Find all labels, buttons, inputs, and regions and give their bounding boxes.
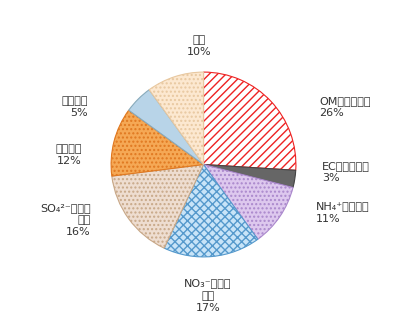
Text: OM（有机物）
26%: OM（有机物） 26% — [319, 96, 370, 118]
Wedge shape — [204, 72, 296, 170]
Text: 其他
10%: 其他 10% — [186, 35, 211, 58]
Wedge shape — [129, 90, 204, 164]
Text: EC（元素碗）
3%: EC（元素碗） 3% — [322, 161, 370, 183]
Text: SO₄²⁻（硫酸
盐）
16%: SO₄²⁻（硫酸 盐） 16% — [40, 203, 91, 237]
Text: NO₃⁻（砂酸
盐）
17%: NO₃⁻（砂酸 盐） 17% — [184, 278, 232, 313]
Text: NH₄⁺（镂盐）
11%: NH₄⁺（镂盐） 11% — [316, 201, 370, 224]
Wedge shape — [112, 164, 204, 248]
Text: 微量元素
5%: 微量元素 5% — [61, 96, 88, 118]
Wedge shape — [149, 72, 204, 164]
Wedge shape — [164, 164, 258, 257]
Text: 地壳物质
12%: 地壳物质 12% — [55, 144, 81, 166]
Wedge shape — [204, 164, 296, 188]
Wedge shape — [204, 164, 293, 239]
Wedge shape — [111, 110, 204, 176]
